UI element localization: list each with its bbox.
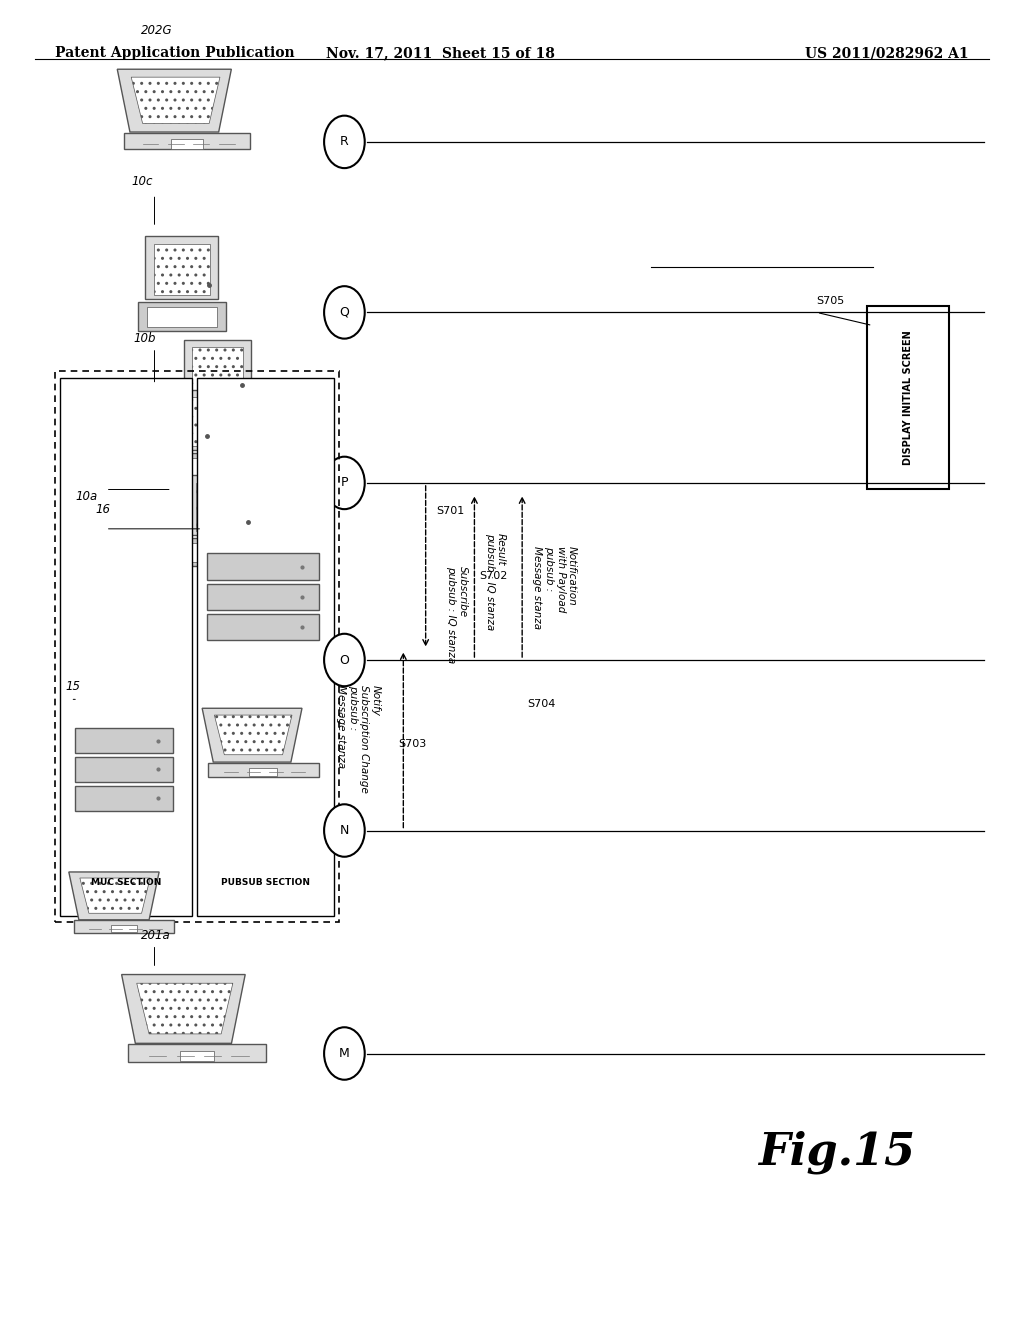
- Polygon shape: [118, 69, 231, 132]
- Polygon shape: [137, 983, 232, 1034]
- Text: Patent Application Publication: Patent Application Publication: [55, 46, 295, 61]
- FancyBboxPatch shape: [207, 583, 319, 610]
- FancyBboxPatch shape: [249, 768, 278, 776]
- FancyBboxPatch shape: [60, 378, 193, 916]
- FancyBboxPatch shape: [112, 925, 136, 932]
- FancyBboxPatch shape: [145, 236, 218, 300]
- Circle shape: [325, 457, 365, 510]
- Text: S705: S705: [817, 296, 845, 306]
- FancyBboxPatch shape: [207, 553, 319, 579]
- FancyBboxPatch shape: [177, 400, 258, 426]
- FancyBboxPatch shape: [207, 614, 319, 640]
- Polygon shape: [214, 715, 292, 755]
- FancyBboxPatch shape: [196, 483, 249, 531]
- Text: 10c: 10c: [131, 174, 153, 187]
- FancyBboxPatch shape: [171, 139, 203, 149]
- Polygon shape: [202, 709, 302, 762]
- Polygon shape: [69, 873, 159, 920]
- Text: US 2011/0282962 A1: US 2011/0282962 A1: [806, 46, 969, 61]
- Text: 10a: 10a: [76, 490, 97, 503]
- FancyBboxPatch shape: [188, 475, 257, 536]
- FancyBboxPatch shape: [140, 453, 223, 480]
- FancyBboxPatch shape: [74, 920, 174, 933]
- Text: Result
pubsub : IQ stanza: Result pubsub : IQ stanza: [484, 533, 506, 630]
- Text: DISPLAY INITIAL SCREEN: DISPLAY INITIAL SCREEN: [903, 330, 913, 465]
- FancyBboxPatch shape: [198, 378, 334, 916]
- Text: PUBSUB SECTION: PUBSUB SECTION: [221, 878, 310, 887]
- FancyBboxPatch shape: [191, 347, 244, 393]
- Text: S703: S703: [398, 739, 426, 750]
- Text: O: O: [340, 653, 349, 667]
- Text: 16: 16: [95, 503, 111, 516]
- Polygon shape: [80, 878, 151, 913]
- FancyBboxPatch shape: [138, 302, 225, 331]
- Text: Nov. 17, 2011  Sheet 15 of 18: Nov. 17, 2011 Sheet 15 of 18: [327, 46, 555, 61]
- FancyBboxPatch shape: [146, 308, 217, 327]
- FancyBboxPatch shape: [181, 539, 263, 566]
- Text: M: M: [339, 1047, 350, 1060]
- Polygon shape: [122, 974, 245, 1043]
- FancyBboxPatch shape: [147, 389, 216, 450]
- Polygon shape: [131, 77, 220, 124]
- FancyBboxPatch shape: [184, 341, 251, 397]
- Text: 10b: 10b: [133, 333, 156, 346]
- Text: R: R: [340, 136, 349, 148]
- FancyBboxPatch shape: [180, 1051, 214, 1061]
- Text: Notification
with Payload
pubsub :
Message stanza: Notification with Payload pubsub : Messa…: [532, 546, 578, 630]
- Circle shape: [325, 804, 365, 857]
- FancyBboxPatch shape: [154, 244, 210, 294]
- Text: Subscribe
pubsub : IQ stanza: Subscribe pubsub : IQ stanza: [446, 565, 468, 663]
- Text: 15: 15: [66, 680, 80, 693]
- FancyBboxPatch shape: [124, 132, 250, 149]
- FancyBboxPatch shape: [189, 543, 255, 562]
- Text: S701: S701: [436, 506, 464, 516]
- FancyBboxPatch shape: [867, 306, 949, 490]
- Circle shape: [325, 116, 365, 168]
- Circle shape: [325, 634, 365, 686]
- FancyBboxPatch shape: [156, 397, 209, 446]
- FancyBboxPatch shape: [185, 405, 250, 422]
- Text: Q: Q: [340, 306, 349, 319]
- Text: P: P: [341, 477, 348, 490]
- Circle shape: [325, 1027, 365, 1080]
- FancyBboxPatch shape: [75, 727, 173, 754]
- Circle shape: [325, 286, 365, 339]
- Text: S704: S704: [527, 698, 556, 709]
- FancyBboxPatch shape: [75, 756, 173, 781]
- Text: Notify
Subscription Change
pubsub :
Message stanza: Notify Subscription Change pubsub : Mess…: [336, 685, 381, 792]
- FancyBboxPatch shape: [128, 1044, 266, 1063]
- Text: 202G: 202G: [141, 24, 173, 37]
- FancyBboxPatch shape: [208, 763, 318, 776]
- Text: Fig.15: Fig.15: [759, 1130, 915, 1173]
- FancyBboxPatch shape: [75, 785, 173, 810]
- Text: N: N: [340, 824, 349, 837]
- FancyBboxPatch shape: [150, 458, 215, 477]
- Text: S702: S702: [479, 572, 508, 581]
- Text: MUC SECTION: MUC SECTION: [91, 878, 161, 887]
- Text: 201a: 201a: [141, 929, 171, 942]
